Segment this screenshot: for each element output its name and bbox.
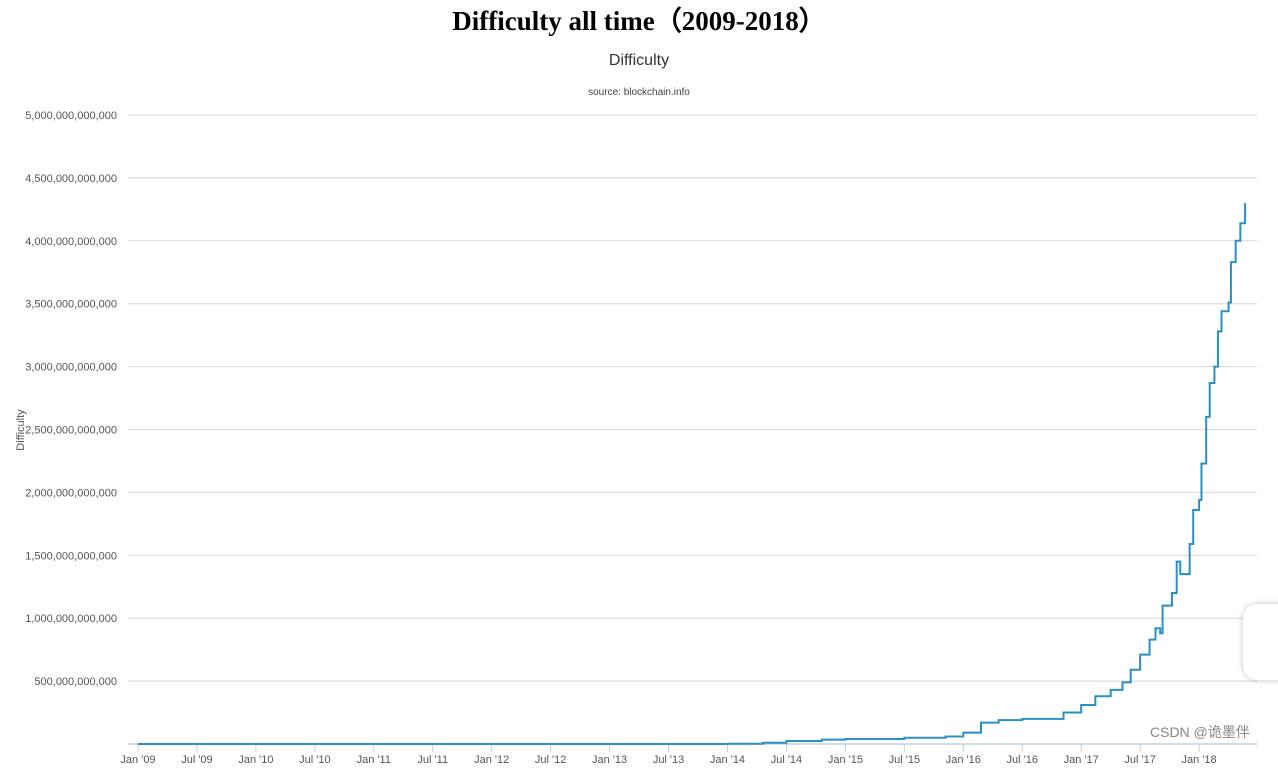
y-tick-label: 5,000,000,000,000 — [25, 110, 117, 122]
x-tick-label: Jan '13 — [592, 754, 627, 766]
chart-source: source: blockchain.info — [588, 87, 690, 98]
x-tick-label: Jul '17 — [1124, 754, 1155, 766]
x-tick-label: Jul '11 — [417, 754, 448, 766]
y-tick-label: 4,000,000,000,000 — [25, 236, 117, 248]
floating-overlay-button[interactable] — [1243, 604, 1278, 680]
x-tick-label: Jul '09 — [181, 754, 212, 766]
series-line-difficulty — [138, 203, 1247, 745]
watermark: CSDN @诡墨伴 — [1150, 724, 1250, 740]
x-tick-label: Jul '16 — [1007, 754, 1038, 766]
y-tick-label: 3,000,000,000,000 — [25, 362, 117, 374]
x-tick-label: Jul '15 — [889, 754, 920, 766]
x-tick-label: Jul '13 — [653, 754, 684, 766]
page-title: Difficulty all time（2009-2018） — [452, 6, 826, 36]
y-tick-label: 1,500,000,000,000 — [25, 550, 117, 562]
y-tick-label: 1,000,000,000,000 — [25, 613, 117, 625]
x-tick-label: Jan '18 — [1182, 754, 1217, 766]
x-tick-label: Jan '14 — [710, 754, 745, 766]
x-tick-label: Jul '14 — [771, 754, 802, 766]
x-tick-label: Jan '15 — [828, 754, 863, 766]
x-tick-label: Jul '10 — [299, 754, 330, 766]
x-tick-label: Jan '11 — [357, 754, 391, 766]
x-tick-label: Jan '12 — [474, 754, 509, 766]
x-tick-label: Jan '17 — [1064, 754, 1099, 766]
y-tick-label: 2,500,000,000,000 — [25, 425, 117, 437]
y-tick-label: 3,500,000,000,000 — [25, 299, 117, 311]
x-tick-label: Jan '16 — [946, 754, 981, 766]
chart-subtitle: Difficulty — [608, 52, 670, 69]
x-tick-label: Jul '12 — [535, 754, 566, 766]
y-tick-label: 4,500,000,000,000 — [25, 173, 117, 185]
y-axis-label: Difficulty — [15, 409, 27, 451]
x-tick-label: Jan '09 — [120, 754, 155, 766]
y-tick-label: 2,000,000,000,000 — [25, 487, 117, 499]
y-tick-label: 500,000,000,000 — [34, 676, 117, 688]
x-tick-label: Jan '10 — [238, 754, 273, 766]
